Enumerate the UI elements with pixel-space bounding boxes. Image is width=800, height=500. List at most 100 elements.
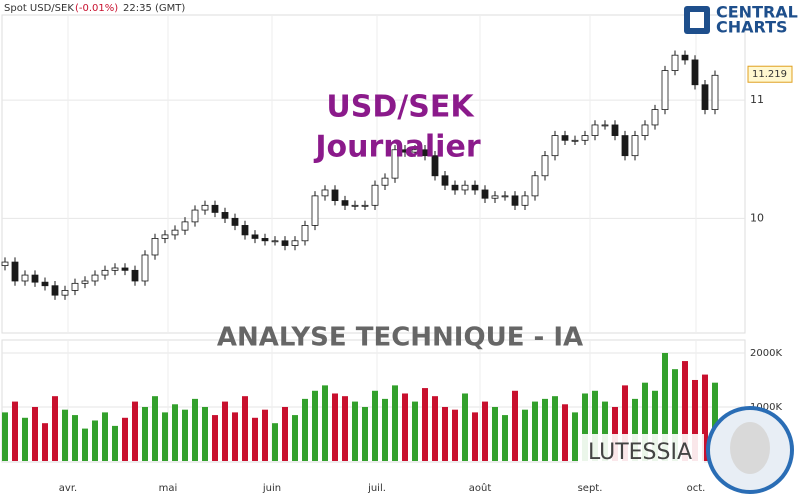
volume-bar — [542, 398, 548, 461]
candle-body — [171, 229, 179, 236]
volume-bar — [282, 406, 288, 461]
volume-bar — [202, 406, 208, 461]
candle-body — [561, 135, 569, 141]
volume-bar — [392, 385, 398, 461]
volume-bar — [302, 398, 308, 461]
candle-body — [491, 195, 499, 199]
candle-body — [521, 195, 529, 206]
candle-body — [261, 238, 269, 242]
candle-body — [71, 282, 79, 291]
volume-bar — [52, 396, 58, 461]
candle-body — [141, 254, 149, 282]
candle-body — [321, 189, 329, 197]
volume-bar — [372, 390, 378, 461]
volume-bar — [462, 393, 468, 461]
chart-title: USD/SEK — [326, 90, 475, 125]
logo-text: CENTRAL — [716, 3, 798, 22]
volume-bar — [262, 409, 268, 461]
volume-bar — [532, 401, 538, 461]
volume-bar — [362, 406, 368, 461]
candle-body — [91, 274, 99, 282]
candle-body — [221, 212, 229, 219]
volume-bar — [492, 406, 498, 461]
change: (-0.01%) — [75, 3, 118, 14]
volume-bar — [702, 374, 708, 461]
volume-bar — [152, 396, 158, 461]
candle-body — [271, 240, 279, 243]
candle-body — [31, 274, 39, 283]
volume-tick-label: 2000K — [750, 348, 782, 359]
x-tick-label: juin — [262, 483, 281, 494]
candle-body — [451, 184, 459, 191]
volume-bar — [192, 398, 198, 461]
candle-body — [191, 209, 199, 223]
volume-bar — [672, 369, 678, 461]
candle-body — [11, 261, 19, 282]
candle-body — [161, 234, 169, 239]
last-price-box — [747, 65, 793, 83]
volume-bar — [442, 406, 448, 461]
candle-body — [621, 135, 629, 157]
candle-body — [41, 281, 49, 287]
x-tick-label: mai — [159, 483, 178, 494]
volume-bar — [452, 409, 458, 461]
logo-text: CHARTS — [716, 18, 788, 37]
volume-bar — [402, 393, 408, 461]
candle-body — [391, 149, 399, 179]
candle-body — [501, 195, 509, 198]
volume-bar — [42, 423, 48, 461]
y-tick-label: 11 — [750, 93, 764, 106]
candle-body — [571, 139, 579, 142]
volume-bar — [272, 423, 278, 461]
volume-bar — [472, 412, 478, 461]
time: 22:35 (GMT) — [123, 3, 185, 14]
candle-body — [361, 204, 369, 207]
candle-body — [671, 54, 679, 71]
chart-subtitle: Journalier — [313, 130, 480, 165]
candle-body — [51, 285, 59, 296]
candle-body — [541, 155, 549, 177]
candle-body — [701, 84, 709, 110]
candle-body — [311, 195, 319, 226]
volume-bar — [522, 409, 528, 461]
candle-body — [601, 124, 609, 127]
candle-body — [681, 54, 689, 61]
candle-body — [591, 124, 599, 136]
volume-bar — [692, 379, 698, 461]
volume-bar — [22, 417, 28, 461]
volume-bar — [562, 404, 568, 461]
volume-bar — [682, 361, 688, 461]
candle-body — [381, 177, 389, 186]
candle-body — [531, 175, 539, 197]
candle-body — [101, 269, 109, 276]
volume-bar — [312, 390, 318, 461]
volume-bar — [602, 401, 608, 461]
candle-body — [421, 149, 429, 157]
candle-body — [61, 290, 69, 296]
candle-body — [511, 195, 519, 206]
volume-bar — [222, 401, 228, 461]
candle-body — [181, 221, 189, 231]
volume-bar — [382, 398, 388, 461]
candle-body — [151, 238, 159, 256]
candle-body — [631, 135, 639, 157]
x-tick-label: avr. — [59, 483, 77, 494]
volume-bar — [612, 406, 618, 461]
candle-body — [581, 135, 589, 141]
volume-bar — [322, 385, 328, 461]
candle-body — [81, 280, 89, 284]
candle-body — [651, 109, 659, 126]
candle-body — [1, 261, 9, 267]
volume-bar — [12, 401, 18, 461]
volume-bar — [432, 396, 438, 461]
candle-body — [471, 184, 479, 191]
candle-body — [431, 155, 439, 177]
brand-box — [578, 434, 704, 470]
candle-body — [711, 74, 719, 110]
volume-bar — [552, 396, 558, 461]
volume-bar — [412, 401, 418, 461]
volume-bar — [352, 401, 358, 461]
x-tick-label: août — [469, 482, 492, 494]
symbol: Spot USD/SEK — [4, 3, 74, 14]
